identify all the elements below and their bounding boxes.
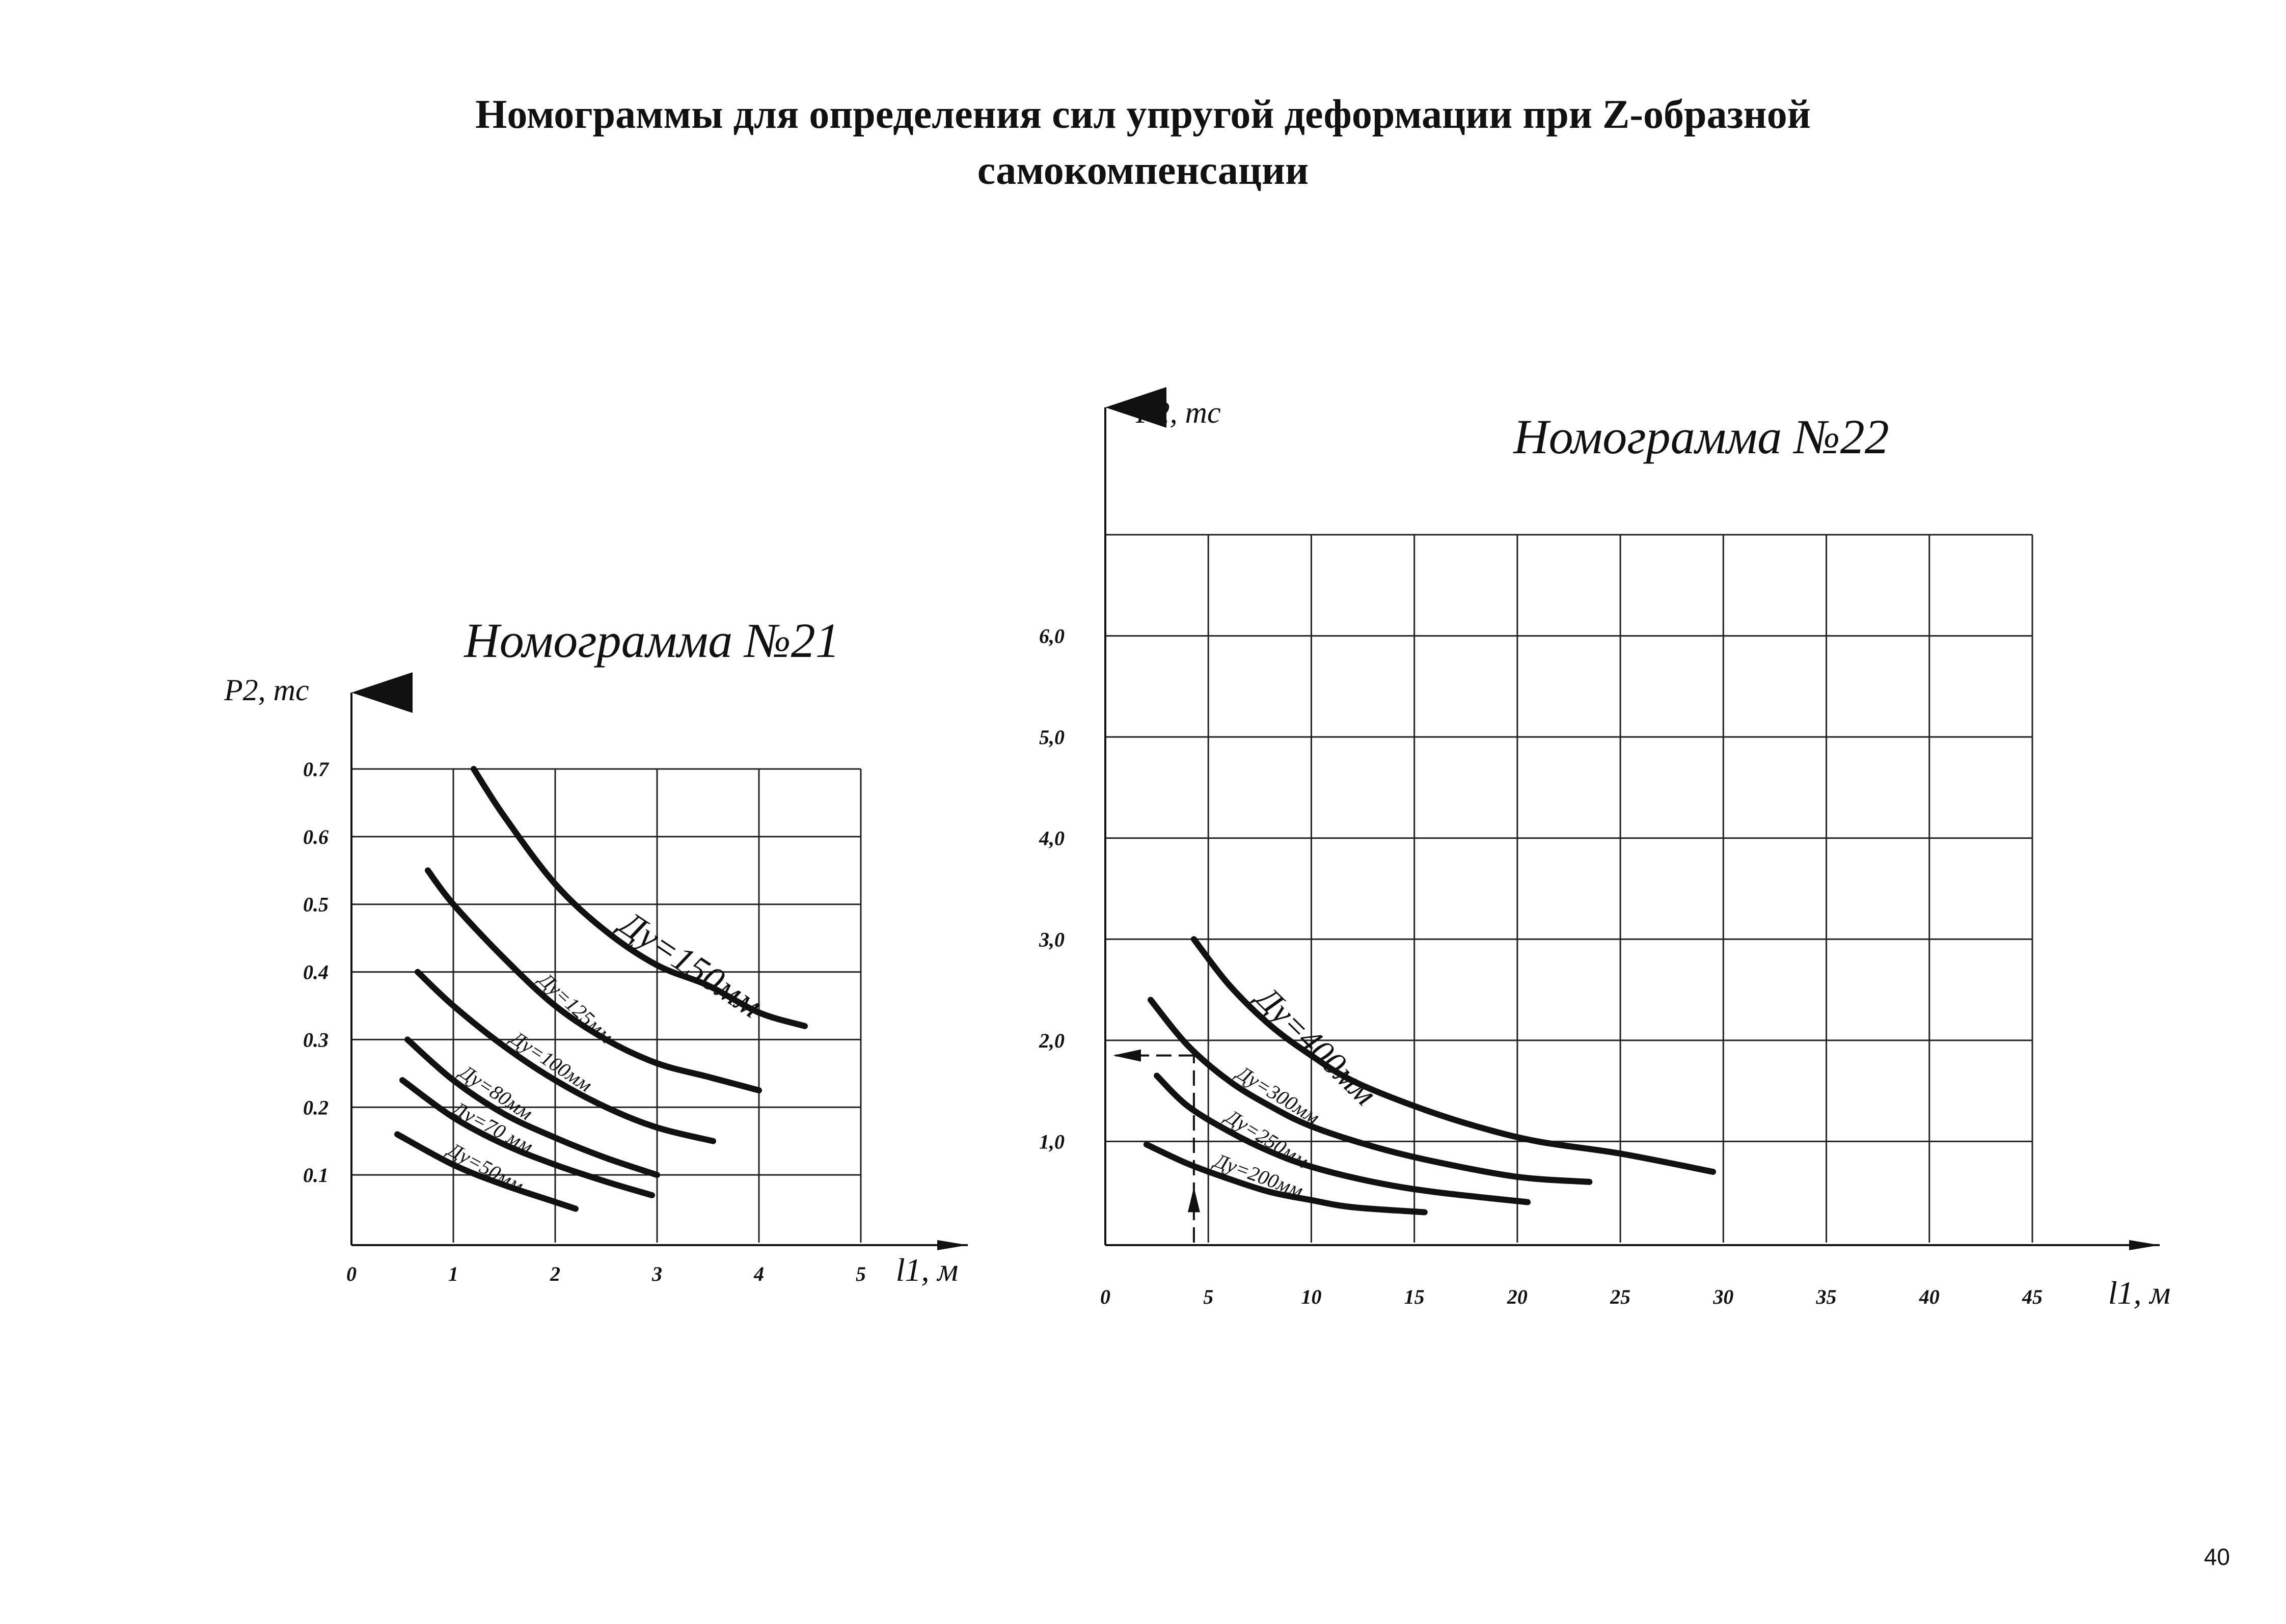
curve-Ду=150мм [471, 766, 808, 1029]
page-title: Номограммы для определения сил упругой д… [0, 87, 2286, 199]
y-tick-label: 0.6 [303, 825, 329, 848]
x-tick-label: 0 [1100, 1285, 1110, 1308]
x-tick-label: 5 [1203, 1285, 1213, 1308]
x-tick-label: 45 [2022, 1285, 2043, 1308]
series-label: Ду=125мм [533, 967, 618, 1048]
x-axis-arrow [937, 1240, 968, 1250]
y-tick-label: 0.1 [303, 1164, 329, 1187]
y-tick-label: 6,0 [1039, 625, 1065, 648]
y-axis-label-21: P2, тс [224, 673, 309, 707]
page-title-line-1: Номограммы для определения сил упругой д… [475, 92, 1811, 137]
x-axis-arrow [2129, 1240, 2160, 1250]
chart-title-22: Номограмма №22 [1512, 409, 1889, 464]
y-tick-label: 0.2 [303, 1096, 329, 1119]
x-tick-label: 15 [1404, 1285, 1425, 1308]
axes-22 [1104, 387, 2160, 1250]
y-axis-label-22: P2, тс [1135, 396, 1221, 429]
curve-Ду=100мм [415, 969, 716, 1144]
curve-Ду=400мм [1190, 936, 1717, 1175]
x-axis-label-21: l1, м [896, 1252, 959, 1288]
series-label: Ду=150мм [610, 902, 769, 1026]
y-tick-label: 3,0 [1039, 928, 1065, 951]
page-number: 40 [2203, 1544, 2230, 1570]
curve-Ду=80мм [404, 1036, 660, 1178]
y-tick-label: 0.7 [303, 758, 330, 781]
example-up-arrow [1187, 1187, 1200, 1213]
x-tick-label: 5 [856, 1262, 866, 1285]
curve-Ду=200мм [1143, 1141, 1428, 1216]
grid-22 [1105, 534, 2033, 1243]
y-tick-label: 5,0 [1039, 726, 1065, 749]
x-tick-label: 4 [753, 1262, 764, 1285]
curve-Ду=250мм [1154, 1072, 1531, 1205]
y-tick-label: 0.5 [303, 893, 329, 916]
nomogram-22: 0 5 10 15 20 25 30 35 40 45 1,0 2,0 3,0 4,0 5,0 6,0 Номо… [1039, 387, 2171, 1311]
x-tick-label: 3 [651, 1262, 662, 1285]
x-tick-label: 1 [448, 1262, 458, 1285]
y-tick-label: 1,0 [1039, 1130, 1065, 1153]
series-label: Ду=100мм [505, 1025, 596, 1096]
curve-Ду=125мм [425, 867, 762, 1094]
chart-title-21: Номограмма №21 [463, 613, 839, 668]
grid-21 [351, 768, 862, 1243]
y-tick-label: 0.3 [303, 1028, 329, 1051]
x-tick-label: 2 [550, 1262, 560, 1285]
tick-labels-21: 0 1 2 3 4 5 0.1 0.2 0.3 0.4 0.5 0.6 0.7 [303, 758, 866, 1285]
y-tick-label: 0.4 [303, 961, 329, 984]
y-tick-label: 4,0 [1039, 827, 1065, 850]
axes-21 [350, 672, 968, 1250]
x-tick-label: 20 [1507, 1285, 1528, 1308]
x-tick-label: 30 [1712, 1285, 1733, 1308]
x-tick-label: 25 [1610, 1285, 1630, 1308]
curve-Ду=300мм [1147, 997, 1593, 1185]
x-tick-label: 35 [1816, 1285, 1837, 1308]
page-title-line-2: самокомпенсации [977, 148, 1309, 193]
y-tick-label: 2,0 [1039, 1029, 1065, 1052]
curve-Ду=50мм [394, 1131, 579, 1212]
x-axis-label-22: l1, м [2108, 1275, 2171, 1311]
x-tick-label: 10 [1301, 1285, 1321, 1308]
tick-labels-22: 0 5 10 15 20 25 30 35 40 45 1,0 2,0 3,0 4,0 5,0 6,0 [1039, 625, 2043, 1308]
x-tick-label: 0 [346, 1262, 357, 1285]
x-tick-label: 40 [1919, 1285, 1940, 1308]
nomogram-21: 0 1 2 3 4 5 0.1 0.2 0.3 0.4 0.5 0.6 0.7 Номограмма №2… [224, 613, 968, 1288]
example-left-arrow [1113, 1049, 1141, 1062]
curve-Ду=70 мм [399, 1077, 655, 1198]
